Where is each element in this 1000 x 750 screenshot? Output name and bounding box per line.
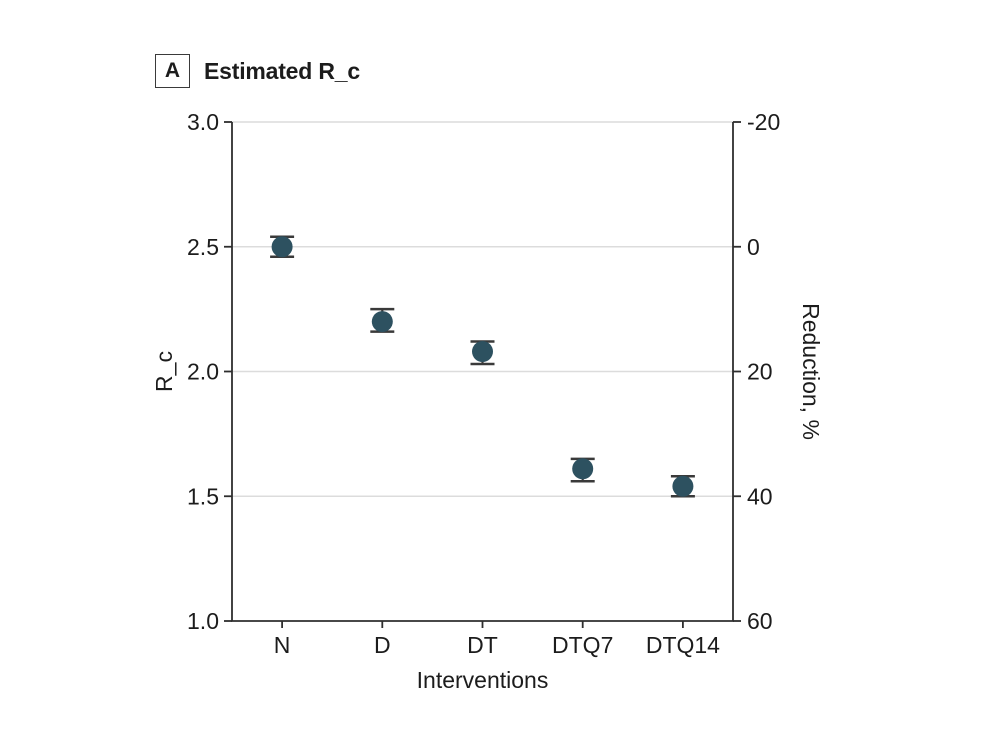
y-axis-right-label: Reduction, % <box>798 303 824 440</box>
figure-header: A Estimated R_c <box>155 54 360 88</box>
x-axis-tick-label: DT <box>467 632 498 658</box>
y-axis-left-tick-label: 2.5 <box>187 234 219 260</box>
data-point <box>472 341 493 363</box>
data-point <box>371 311 393 333</box>
data-point <box>271 236 293 258</box>
y-axis-right-tick-label: 60 <box>747 608 773 634</box>
y-axis-right-tick-label: 0 <box>747 234 760 260</box>
y-axis-left-label: R_c <box>151 351 177 392</box>
y-axis-right-tick-label: 20 <box>747 359 773 385</box>
y-axis-left-tick-label: 2.0 <box>187 359 219 385</box>
y-axis-right-tick-label: -20 <box>747 109 780 135</box>
x-axis-tick-label: DTQ14 <box>646 632 720 658</box>
y-axis-left-tick-label: 1.0 <box>187 608 219 634</box>
data-point <box>672 475 694 497</box>
y-axis-right-tick-label: 40 <box>747 483 773 509</box>
y-axis-left-tick-label: 1.5 <box>187 483 219 509</box>
x-axis-tick-label: D <box>374 632 391 658</box>
x-axis-label: Interventions <box>417 667 549 693</box>
data-point <box>572 458 594 480</box>
panel-label: A <box>155 54 190 88</box>
x-axis-tick-label: N <box>274 632 291 658</box>
figure-title: Estimated R_c <box>204 57 360 84</box>
y-axis-left-tick-label: 3.0 <box>187 109 219 135</box>
x-axis-tick-label: DTQ7 <box>552 632 613 658</box>
